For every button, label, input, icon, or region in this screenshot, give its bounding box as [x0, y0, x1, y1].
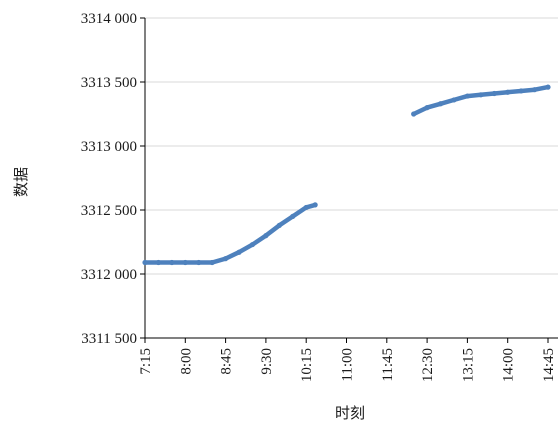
x-tick-label: 11:00 — [340, 348, 356, 382]
x-axis-title: 时刻 — [335, 404, 365, 422]
x-tick-label: 7:15 — [138, 348, 154, 375]
data-point — [312, 202, 318, 208]
data-point — [276, 222, 282, 228]
series-line-segment — [411, 84, 551, 117]
data-point — [491, 90, 497, 97]
data-point — [478, 92, 484, 98]
data-point — [169, 259, 175, 266]
data-point — [290, 213, 296, 219]
data-point — [424, 105, 430, 111]
data-point — [236, 249, 242, 255]
data-point — [182, 259, 188, 266]
x-axis-ticks: 7:15 8:00 8:45 9:30 10:15 11:00 11:45 12:30 13:1… — [138, 338, 557, 382]
data-point — [531, 87, 538, 93]
axes — [144, 18, 558, 339]
x-tick-label: 8:00 — [178, 348, 194, 375]
x-tick-label: 14:00 — [501, 348, 517, 382]
y-tick-label: 3312 500 — [81, 203, 137, 219]
y-axis-ticks: 3311 500 3312 000 3312 500 3313 000 3313 500… — [81, 11, 145, 347]
data-point — [196, 259, 202, 266]
x-tick-label: 10:15 — [299, 348, 315, 382]
y-axis-title: 数据 — [12, 167, 30, 197]
y-tick-label: 3313 500 — [81, 75, 137, 91]
data-point — [505, 89, 511, 95]
x-tick-label: 9:30 — [259, 348, 275, 375]
data-point — [451, 97, 457, 103]
data-point — [464, 93, 470, 99]
data-point — [518, 88, 524, 94]
data-point — [223, 256, 229, 262]
x-tick-label: 8:45 — [219, 348, 235, 375]
data-point — [411, 111, 417, 117]
series-line-segment — [142, 202, 318, 265]
series-layer — [142, 84, 551, 266]
y-tick-label: 3314 000 — [81, 11, 137, 27]
y-tick-label: 3311 500 — [81, 331, 137, 347]
x-tick-label: 14:45 — [541, 348, 557, 382]
data-point — [142, 259, 148, 266]
x-tick-label: 11:45 — [380, 348, 396, 382]
data-point — [303, 204, 309, 211]
data-point — [263, 233, 269, 239]
y-tick-label: 3313 000 — [81, 139, 137, 155]
data-point — [155, 259, 162, 266]
x-tick-label: 12:30 — [420, 348, 436, 382]
data-point — [249, 241, 256, 248]
gridlines — [145, 17, 558, 275]
data-point — [545, 84, 551, 90]
y-tick-label: 3312 000 — [81, 267, 137, 283]
x-tick-label: 13:15 — [460, 348, 476, 382]
data-point — [437, 101, 444, 107]
data-point — [209, 259, 215, 266]
